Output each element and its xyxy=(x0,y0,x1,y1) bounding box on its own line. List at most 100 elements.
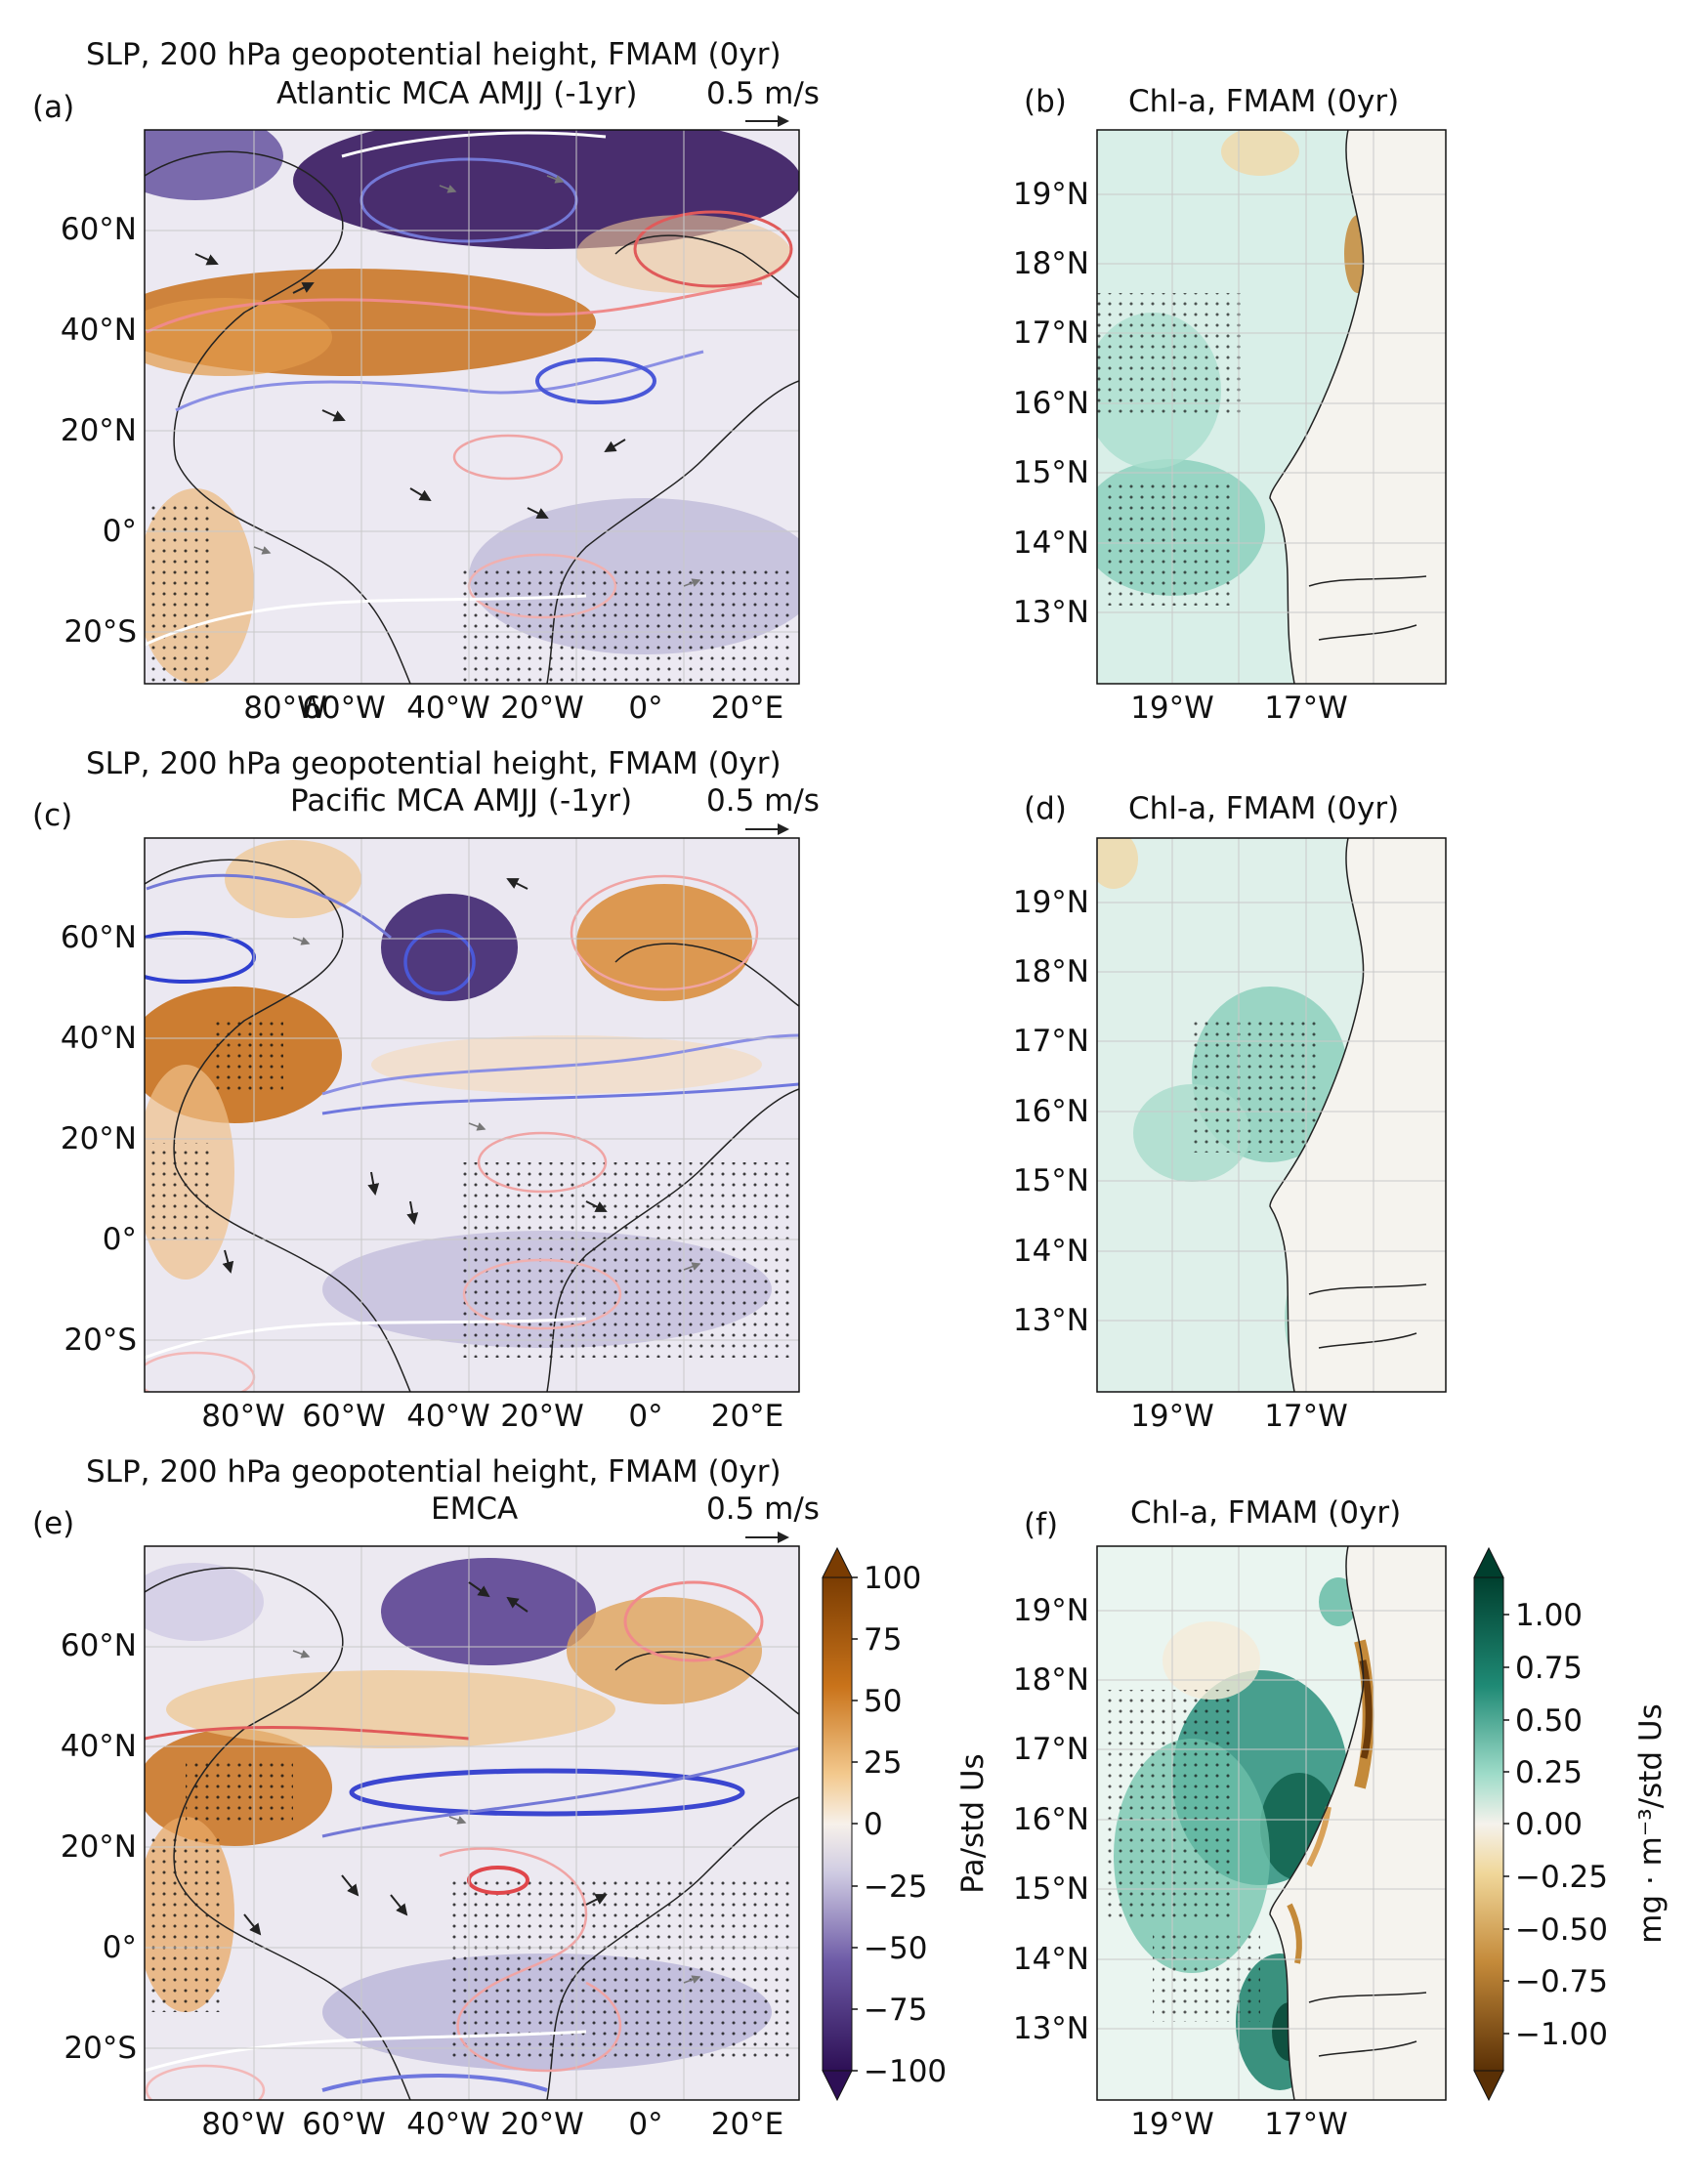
panel-b-lat-0: 19°N xyxy=(1013,177,1089,212)
panel-b-letter: (b) xyxy=(1024,84,1067,119)
colorbar-slp-tick-5: −25 xyxy=(864,1869,927,1905)
colorbar-chl-tick-8: −1.00 xyxy=(1515,2017,1608,2052)
panel-f-lat-6: 13°N xyxy=(1013,2011,1089,2046)
panel-d-title: Chl-a, FMAM (0yr) xyxy=(1128,791,1399,826)
panel-d-lat-0: 19°N xyxy=(1013,885,1089,920)
panel-e-lon-2: 40°W xyxy=(406,2107,490,2142)
panel-a-title-line2: Atlantic MCA AMJJ (-1yr) xyxy=(276,76,637,111)
panel-e-lat-4: 20°S xyxy=(63,2031,137,2066)
panel-e-lat-3: 0° xyxy=(103,1930,137,1965)
colorbar-chl: 1.00 0.75 0.50 0.25 0.00 −0.25 −0.50 −0.… xyxy=(1473,1546,1669,2102)
panel-f-letter: (f) xyxy=(1024,1507,1058,1542)
panel-b-lon-1: 17°W xyxy=(1264,691,1348,726)
panel-f-lat-4: 15°N xyxy=(1013,1871,1089,1907)
panel-c-lat-0: 60°N xyxy=(61,920,137,955)
panel-f-lat-0: 19°N xyxy=(1013,1593,1089,1628)
panel-b-lat-4: 15°N xyxy=(1013,455,1089,490)
panel-d-lat-4: 15°N xyxy=(1013,1163,1089,1198)
panel-d-lat-6: 13°N xyxy=(1013,1303,1089,1338)
panel-b-lat-6: 13°N xyxy=(1013,595,1089,630)
panel-d-lat-1: 18°N xyxy=(1013,954,1089,989)
panel-a-lon-0: 80°W xyxy=(243,691,327,726)
panel-f-lat-2: 17°N xyxy=(1013,1732,1089,1767)
panel-f-title: Chl-a, FMAM (0yr) xyxy=(1130,1495,1401,1531)
panel-a-lat-2: 20°N xyxy=(61,413,137,448)
panel-a-lon-5: 20°E xyxy=(711,691,784,726)
panel-d-lon-1: 17°W xyxy=(1264,1399,1348,1434)
panel-d-letter: (d) xyxy=(1024,791,1067,826)
panel-c: SLP, 200 hPa geopotential height, FMAM (… xyxy=(32,746,820,1434)
panel-f-lon-0: 19°W xyxy=(1130,2107,1214,2142)
panel-c-lon-3: 20°W xyxy=(500,1399,584,1434)
colorbar-chl-tick-0: 1.00 xyxy=(1515,1598,1583,1633)
panel-e-letter: (e) xyxy=(32,1506,74,1541)
panel-c-scale-label: 0.5 m/s xyxy=(706,783,820,819)
panel-a: SLP, 200 hPa geopotential height, FMAM (… xyxy=(32,37,820,726)
panel-f-lat-5: 14°N xyxy=(1013,1942,1089,1977)
panel-c-title-line2: Pacific MCA AMJJ (-1yr) xyxy=(290,783,632,819)
panel-e-lon-5: 20°E xyxy=(711,2107,784,2142)
panel-b-lat-1: 18°N xyxy=(1013,246,1089,281)
panel-a-title-line1: SLP, 200 hPa geopotential height, FMAM (… xyxy=(86,37,782,72)
colorbar-chl-tick-2: 0.50 xyxy=(1515,1703,1583,1739)
panel-c-letter: (c) xyxy=(32,798,72,833)
panel-c-lat-1: 40°N xyxy=(61,1021,137,1056)
panel-b-lat-5: 14°N xyxy=(1013,525,1089,561)
panel-d-map xyxy=(1097,838,1446,1392)
panel-b-lat-2: 17°N xyxy=(1013,315,1089,351)
panel-a-lon-3: 20°W xyxy=(500,691,584,726)
panel-c-title-line1: SLP, 200 hPa geopotential height, FMAM (… xyxy=(86,746,782,781)
panel-e-lat-2: 20°N xyxy=(61,1829,137,1865)
panel-d-lon-0: 19°W xyxy=(1130,1399,1214,1434)
colorbar-slp-label: Pa/std Us xyxy=(955,1753,991,1893)
panel-d-lat-2: 17°N xyxy=(1013,1024,1089,1059)
panel-c-lon-2: 40°W xyxy=(406,1399,490,1434)
panel-d-lat-5: 14°N xyxy=(1013,1234,1089,1269)
panel-d-lat-3: 16°N xyxy=(1013,1094,1089,1129)
panel-f-map xyxy=(1097,1546,1446,2100)
colorbar-slp-tick-7: −75 xyxy=(864,1993,927,2028)
panel-b-map xyxy=(1097,130,1446,684)
panel-d: (d) Chl-a, FMAM (0yr) 19° xyxy=(1013,791,1447,1434)
panel-a-lat-3: 0° xyxy=(103,514,137,549)
panel-e-lon-3: 20°W xyxy=(500,2107,584,2142)
colorbar-slp-tick-6: −50 xyxy=(864,1931,927,1966)
panel-a-letter: (a) xyxy=(32,90,74,125)
panel-e-title-line2: EMCA xyxy=(431,1491,518,1527)
panel-e-title-line1: SLP, 200 hPa geopotential height, FMAM (… xyxy=(86,1454,782,1490)
colorbar-chl-tick-6: −0.50 xyxy=(1515,1912,1608,1948)
colorbar-slp-tick-3: 25 xyxy=(864,1745,902,1781)
panel-c-map xyxy=(145,838,799,1392)
panel-a-map xyxy=(145,130,799,684)
panel-c-lon-4: 0° xyxy=(628,1399,662,1434)
panel-b-lon-0: 19°W xyxy=(1130,691,1214,726)
panel-a-lat-4: 20°S xyxy=(63,614,137,650)
panel-e-lat-1: 40°N xyxy=(61,1729,137,1764)
panel-c-lat-4: 20°S xyxy=(63,1323,137,1358)
colorbar-slp-tick-2: 50 xyxy=(864,1684,902,1719)
panel-a-lon-1: 60°W xyxy=(302,691,386,726)
colorbar-slp-tick-0: 100 xyxy=(864,1561,921,1596)
colorbar-slp-tick-8: −100 xyxy=(864,2054,947,2089)
panel-e-map xyxy=(145,1546,799,2100)
colorbar-slp-tick-1: 75 xyxy=(864,1622,902,1658)
panel-a-lon-2: 40°W xyxy=(406,691,490,726)
panel-a-lat-0: 60°N xyxy=(61,212,137,247)
panel-f-lat-1: 18°N xyxy=(1013,1662,1089,1698)
panel-c-lon-5: 20°E xyxy=(711,1399,784,1434)
panel-a-scale-label: 0.5 m/s xyxy=(706,76,820,111)
panel-e-lat-0: 60°N xyxy=(61,1628,137,1663)
colorbar-chl-tick-1: 0.75 xyxy=(1515,1651,1583,1686)
panel-c-lat-3: 0° xyxy=(103,1222,137,1257)
panel-c-lat-2: 20°N xyxy=(61,1121,137,1156)
panel-b-title: Chl-a, FMAM (0yr) xyxy=(1128,84,1399,119)
colorbar-slp-tick-4: 0 xyxy=(864,1807,883,1842)
panel-b-lat-3: 16°N xyxy=(1013,386,1089,421)
panel-f-lon-1: 17°W xyxy=(1264,2107,1348,2142)
colorbar-slp: 100 75 50 25 0 −25 −50 −75 −100 Pa/std U… xyxy=(822,1546,991,2102)
panel-c-lon-1: 60°W xyxy=(302,1399,386,1434)
colorbar-chl-tick-7: −0.75 xyxy=(1515,1964,1608,1999)
colorbar-chl-label: mg · m⁻³/std Us xyxy=(1633,1703,1669,1944)
panel-f: (f) Chl-a, FMAM (0yr) xyxy=(1013,1495,1447,2142)
